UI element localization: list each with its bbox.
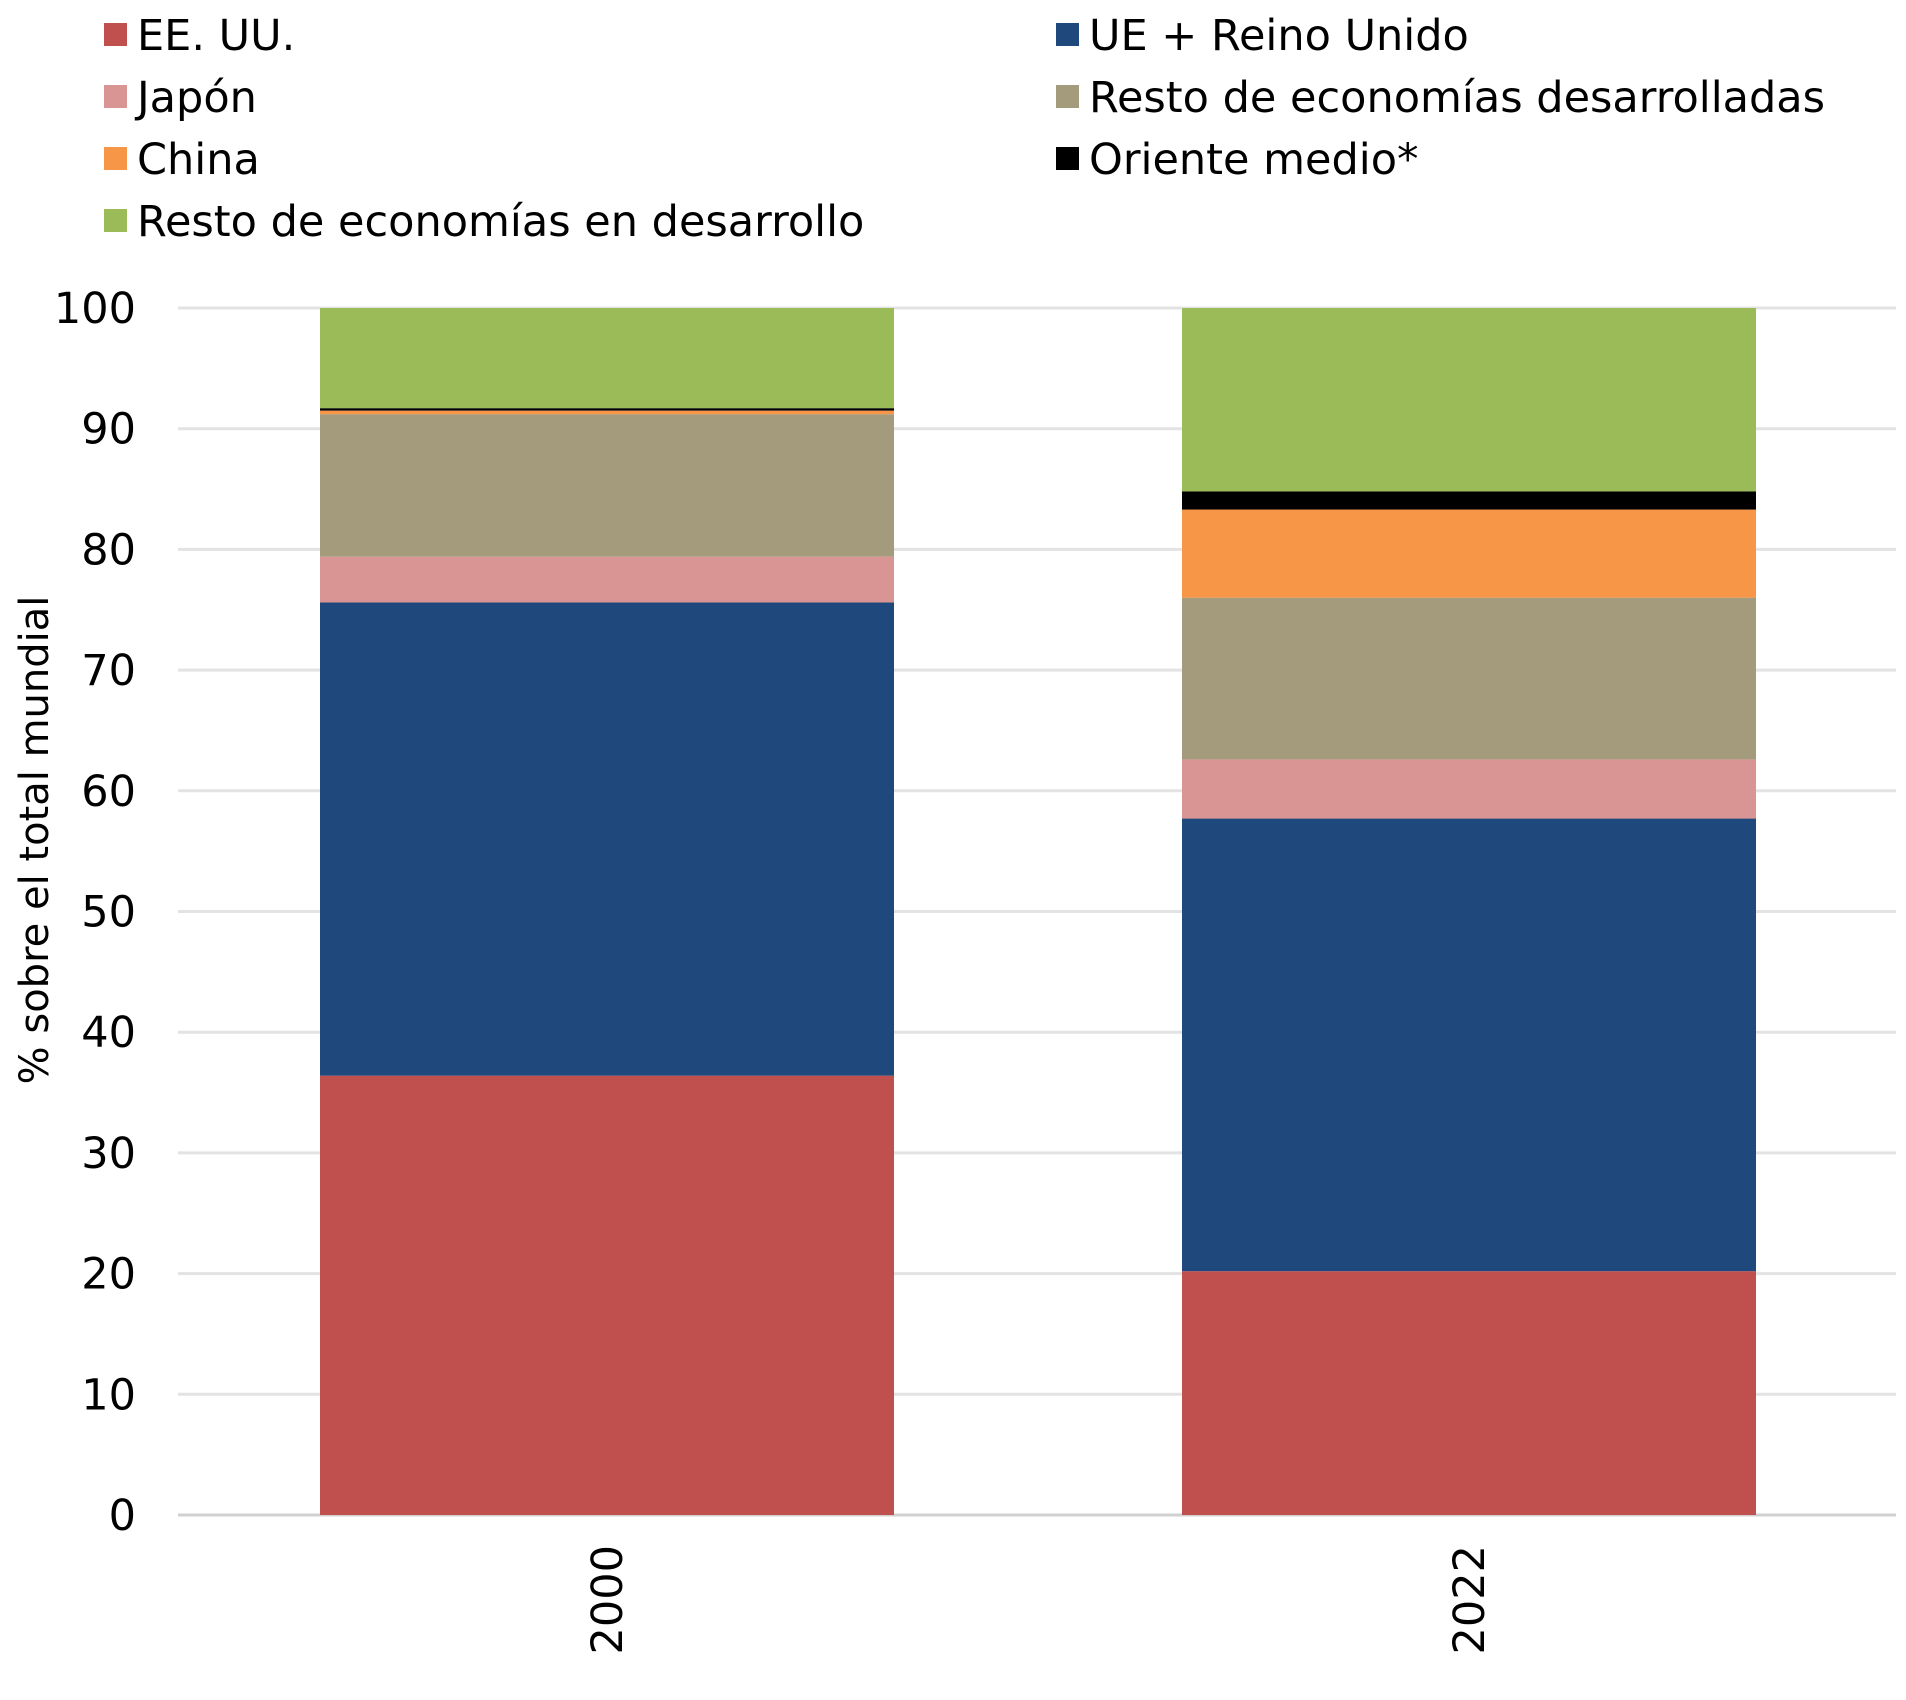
legend-item-4: China — [104, 135, 260, 185]
bar-segment-2000-5 — [320, 408, 894, 411]
y-axis-title: % sobre el total mundial — [12, 596, 58, 1085]
bar-segment-2022-0 — [1182, 1271, 1756, 1515]
y-tick-label: 40 — [81, 1008, 136, 1058]
bar-segment-2022-2 — [1182, 759, 1756, 819]
bar-segment-2022-4 — [1182, 509, 1756, 598]
y-tick-label: 70 — [81, 646, 136, 696]
legend-item-5: Oriente medio* — [1056, 135, 1419, 185]
legend-label: Oriente medio* — [1089, 135, 1419, 185]
legend-item-0: EE. UU. — [104, 11, 295, 61]
bar-segment-2022-6 — [1182, 308, 1756, 492]
bar-segment-2000-4 — [320, 410, 894, 415]
legend-swatch — [104, 147, 127, 170]
bar-segment-2022-5 — [1182, 491, 1756, 510]
bar-segment-2000-6 — [320, 308, 894, 409]
legend-label: EE. UU. — [137, 11, 295, 61]
y-tick-label: 80 — [81, 525, 136, 575]
legend-label: Resto de economías en desarrollo — [137, 197, 864, 247]
legend-label: China — [137, 135, 260, 185]
y-tick-label: 50 — [81, 888, 136, 938]
x-tick-label-2000: 2000 — [583, 1545, 633, 1654]
bar-segment-2000-1 — [320, 602, 894, 1076]
legend-swatch — [104, 23, 127, 46]
bar-segment-2022-1 — [1182, 818, 1756, 1272]
bar-segment-2022-3 — [1182, 597, 1756, 760]
y-tick-label: 10 — [81, 1370, 136, 1420]
y-tick-label: 100 — [54, 284, 136, 334]
legend: EE. UU. UE + Reino Unido Japón Resto de eco… — [104, 11, 1825, 247]
legend-item-1: UE + Reino Unido — [1056, 11, 1469, 61]
y-tick-label: 30 — [81, 1129, 136, 1179]
legend-swatch — [1056, 23, 1079, 46]
legend-label: Resto de economías desarrolladas — [1089, 73, 1825, 123]
bar-segment-2000-0 — [320, 1075, 894, 1515]
legend-label: UE + Reino Unido — [1089, 11, 1469, 61]
legend-swatch — [104, 209, 127, 232]
legend-item-2: Japón — [104, 73, 257, 123]
y-tick-label: 90 — [81, 405, 136, 455]
bar-segment-2000-3 — [320, 414, 894, 557]
legend-item-3: Resto de economías desarrolladas — [1056, 73, 1825, 123]
y-axis-ticks: 0 10 20 30 40 50 60 70 80 90 100 — [54, 284, 136, 1541]
x-axis-ticks: 2000 2022 — [583, 1545, 1495, 1654]
bar-segment-2000-2 — [320, 556, 894, 603]
y-tick-label: 20 — [81, 1250, 136, 1300]
legend-item-6: Resto de economías en desarrollo — [104, 197, 864, 247]
y-tick-label: 60 — [81, 767, 136, 817]
legend-label: Japón — [134, 73, 257, 123]
x-tick-label-2022: 2022 — [1445, 1545, 1495, 1654]
legend-swatch — [1056, 147, 1079, 170]
bars — [320, 308, 1756, 1515]
y-tick-label: 0 — [109, 1491, 136, 1541]
legend-swatch — [1056, 85, 1079, 108]
legend-swatch — [104, 85, 127, 108]
